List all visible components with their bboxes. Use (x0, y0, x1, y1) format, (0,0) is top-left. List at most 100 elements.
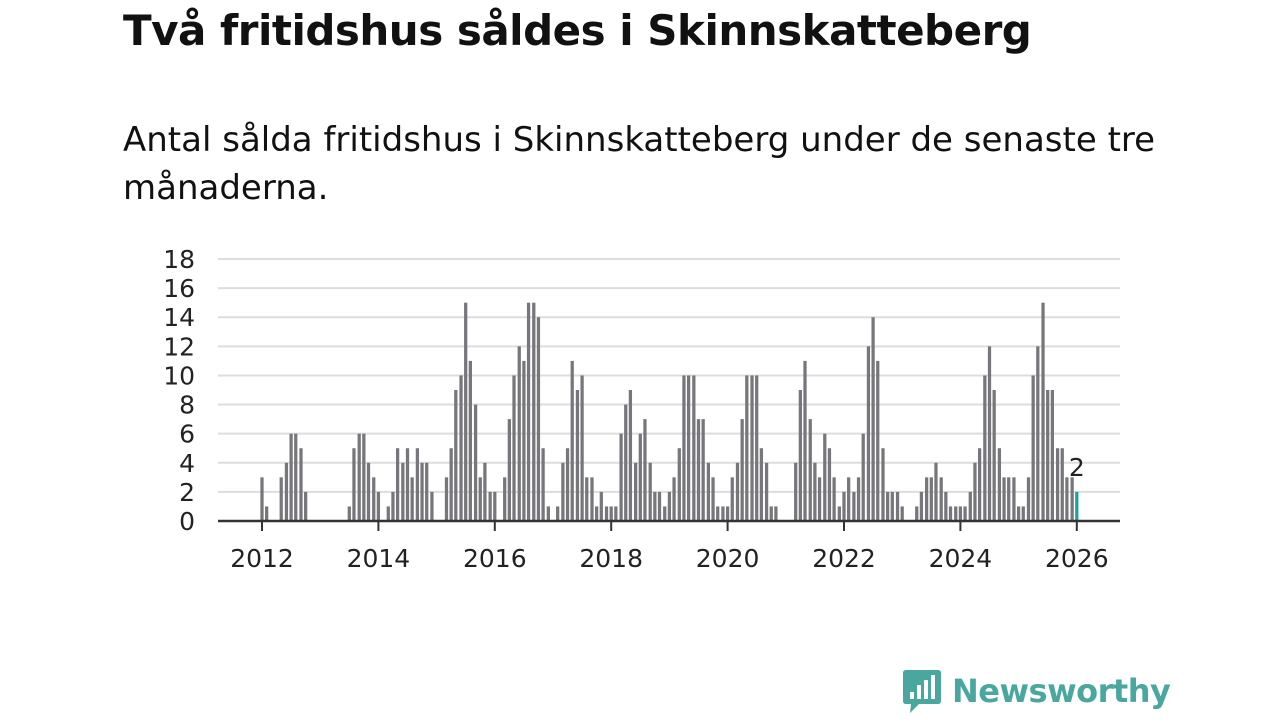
bar (764, 462, 769, 521)
bar (526, 302, 531, 521)
bar (817, 477, 822, 521)
bar (599, 491, 603, 521)
bar (1021, 506, 1025, 521)
y-tick-label: 10 (163, 361, 195, 390)
bar (585, 477, 589, 521)
bar (1046, 390, 1050, 521)
bar (648, 462, 652, 521)
bar (653, 491, 657, 521)
bar (948, 506, 953, 521)
bar (716, 506, 720, 521)
bar (900, 506, 904, 521)
y-tick-label: 18 (163, 245, 195, 274)
bar (706, 462, 711, 521)
x-tick-label: 2016 (463, 544, 527, 573)
bar (284, 462, 289, 521)
bar (1007, 477, 1011, 521)
bar (386, 506, 390, 521)
bar (468, 360, 472, 521)
bar (682, 375, 686, 521)
bar (750, 375, 754, 521)
x-tick-label: 2024 (929, 544, 993, 573)
bar (692, 375, 696, 521)
bar (997, 448, 1002, 521)
bar (721, 506, 725, 521)
y-tick-label: 16 (163, 274, 195, 303)
bar (886, 491, 890, 521)
bar (1070, 477, 1074, 521)
x-tick-label: 2014 (347, 544, 411, 573)
bar (832, 477, 836, 521)
bar (556, 506, 560, 521)
bar (425, 462, 429, 521)
bar (575, 390, 580, 521)
bar (541, 448, 545, 521)
chart-speech-bubble-icon (903, 670, 941, 713)
bar (1050, 390, 1054, 521)
bar (260, 477, 264, 521)
bar (352, 448, 356, 521)
bar (628, 390, 633, 521)
bar (488, 491, 492, 521)
bar (619, 433, 623, 521)
bar (992, 390, 996, 521)
bar (657, 491, 662, 521)
bar (347, 506, 351, 521)
bar (915, 506, 919, 521)
bar (954, 506, 958, 521)
bar (546, 506, 550, 521)
bar (410, 477, 414, 521)
bar (265, 506, 269, 521)
bar (493, 491, 497, 521)
y-tick-label: 2 (179, 478, 195, 507)
y-tick-label: 6 (179, 420, 195, 449)
bar (769, 506, 773, 521)
bar (755, 375, 759, 521)
bar (837, 506, 841, 521)
bar (919, 491, 924, 521)
bar (847, 477, 851, 521)
bar (449, 448, 453, 521)
bar (987, 346, 992, 521)
bar (289, 433, 293, 521)
bar (430, 491, 434, 521)
bar (362, 433, 366, 521)
bar (759, 448, 763, 521)
x-tick-label: 2026 (1045, 544, 1109, 573)
bar (561, 462, 565, 521)
y-tick-label: 0 (179, 507, 195, 536)
bar (1026, 477, 1031, 521)
bar (925, 477, 929, 521)
bar (614, 506, 618, 521)
bars (260, 302, 1079, 521)
bar (934, 462, 938, 521)
bar (973, 462, 977, 521)
chart-subtitle: Antal sålda fritidshus i Skinnskatteberg… (123, 120, 1156, 208)
bar (735, 462, 740, 521)
bar (686, 375, 691, 521)
bar (794, 462, 798, 521)
bar (401, 462, 405, 521)
bar (454, 390, 458, 521)
bar (740, 419, 744, 521)
x-tick-label: 2018 (579, 544, 643, 573)
bar (357, 433, 361, 521)
bar (391, 491, 395, 521)
bar (852, 491, 856, 521)
bar (299, 448, 303, 521)
bar (672, 477, 676, 521)
bar (522, 360, 526, 521)
bar (372, 477, 376, 521)
x-axis-ticks: 2012 2014 2016 2018 2020 2022 2024 2026 (230, 521, 1109, 573)
bar (294, 433, 298, 521)
bar (565, 448, 570, 521)
bar (663, 506, 667, 521)
bar (478, 477, 482, 521)
bar (856, 477, 861, 521)
data-label: 2 (1069, 453, 1085, 482)
bar (366, 462, 371, 521)
bar (1036, 346, 1040, 521)
bar (590, 477, 594, 521)
bar (304, 491, 308, 521)
bar (958, 506, 963, 521)
